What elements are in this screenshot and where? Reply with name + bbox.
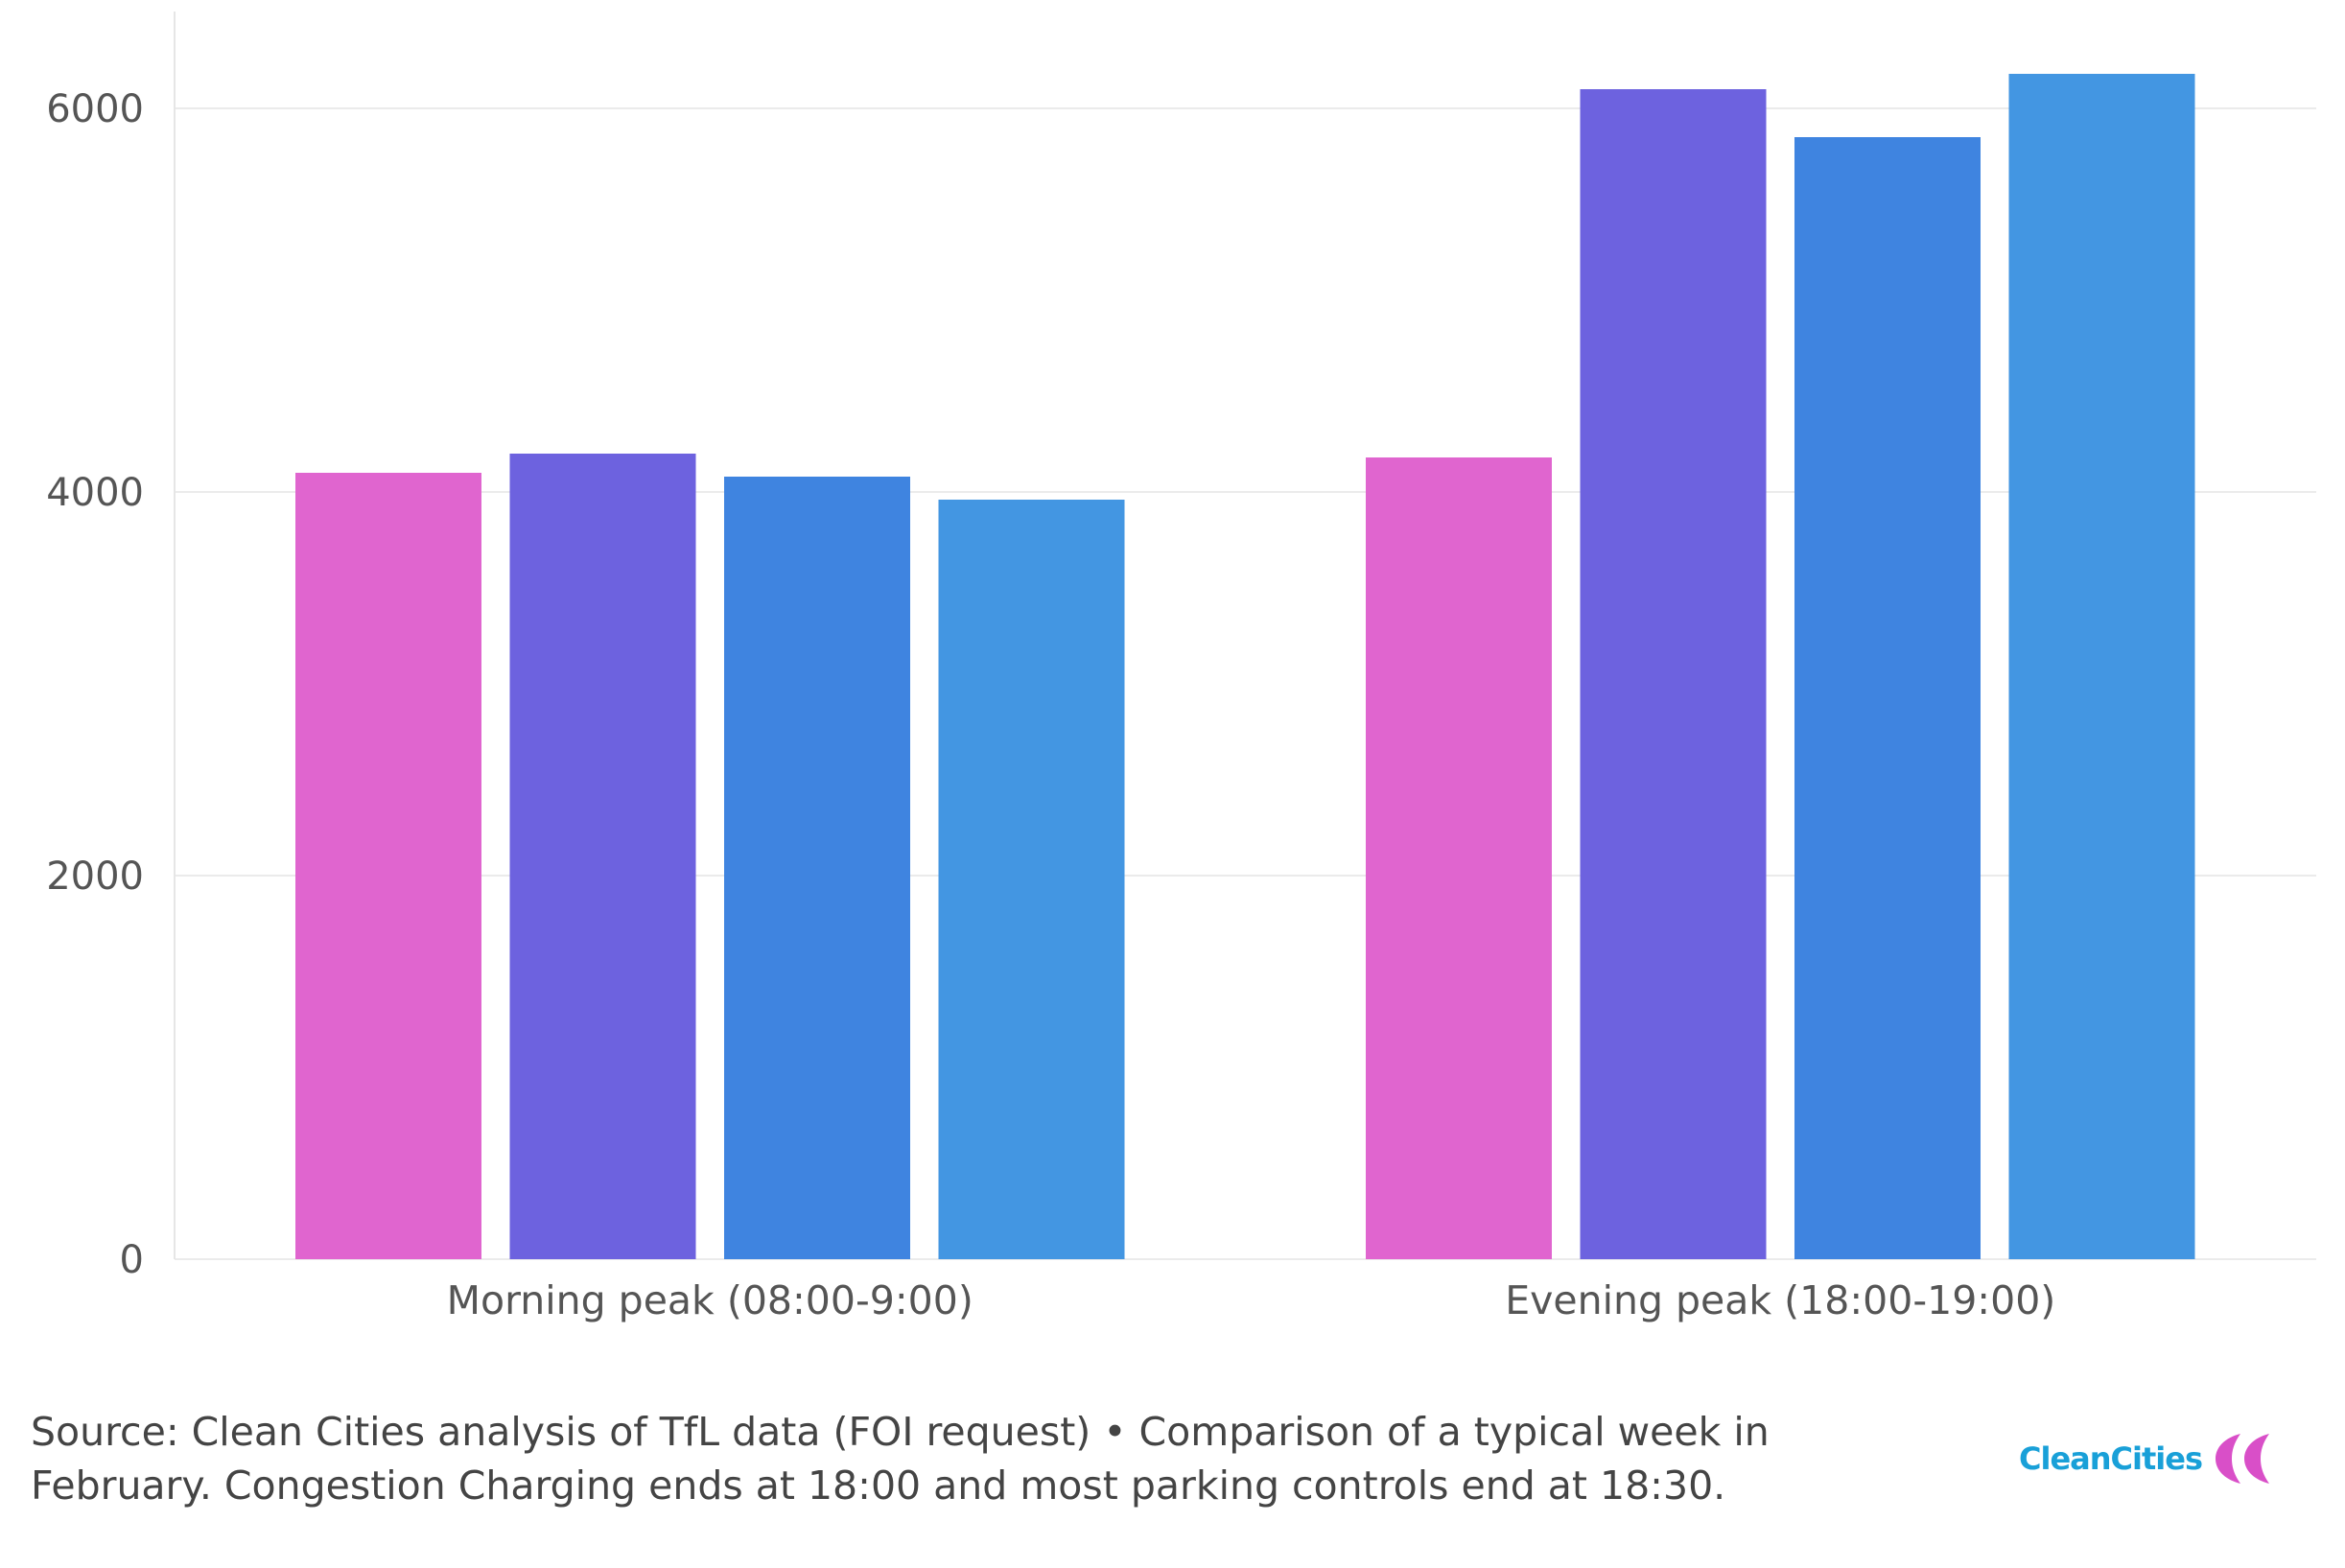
bar-morning-4 [938, 500, 1125, 1259]
y-tick-label: 0 [120, 1238, 144, 1282]
bar-morning-2 [509, 454, 696, 1259]
source-note: Source: Clean Cities analysis of TfL dat… [31, 1409, 1770, 1509]
x-category-label: Morning peak (08:00-9:00) [447, 1277, 973, 1323]
bar-evening-1 [1366, 457, 1552, 1259]
bar-evening-4 [2008, 74, 2195, 1259]
y-tick-label: 2000 [46, 854, 144, 899]
bar-evening-3 [1794, 137, 1981, 1259]
x-category-labels: Morning peak (08:00-9:00) Evening peak (1… [447, 1277, 2056, 1323]
bar-morning-1 [295, 473, 481, 1259]
y-tick-label: 6000 [46, 87, 144, 131]
bars [295, 74, 2195, 1259]
y-tick-labels: 0 2000 4000 6000 [46, 87, 144, 1282]
bar-morning-3 [724, 477, 910, 1259]
bar-evening-2 [1580, 89, 1767, 1259]
logo-wordmark: CleanCities [2019, 1440, 2203, 1477]
cleancities-mark-icon [2216, 1434, 2269, 1484]
gridlines [175, 107, 2316, 1260]
y-tick-label: 4000 [46, 471, 144, 515]
bar-chart: 0 2000 4000 6000 Morning peak (08:00-9:00) E… [46, 12, 2316, 1323]
cleancities-logo: CleanCities [2019, 1434, 2271, 1484]
x-category-label: Evening peak (18:00-19:00) [1505, 1277, 2055, 1323]
